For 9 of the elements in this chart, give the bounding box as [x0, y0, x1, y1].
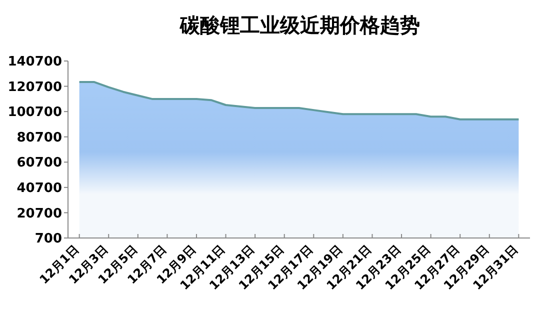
y-tick-label: 120700 — [8, 80, 62, 95]
y-tick-label: 20700 — [16, 206, 62, 222]
y-tick-label: 60700 — [16, 156, 62, 171]
y-tick-label: 40700 — [16, 180, 62, 196]
y-tick-label: 140700 — [8, 54, 62, 70]
y-tick-label: 100700 — [8, 105, 62, 120]
chart-title: 碳酸锂工业级近期价格趋势 — [179, 13, 420, 37]
y-tick-label: 700 — [34, 232, 62, 247]
y-tick-label: 80700 — [16, 130, 62, 146]
